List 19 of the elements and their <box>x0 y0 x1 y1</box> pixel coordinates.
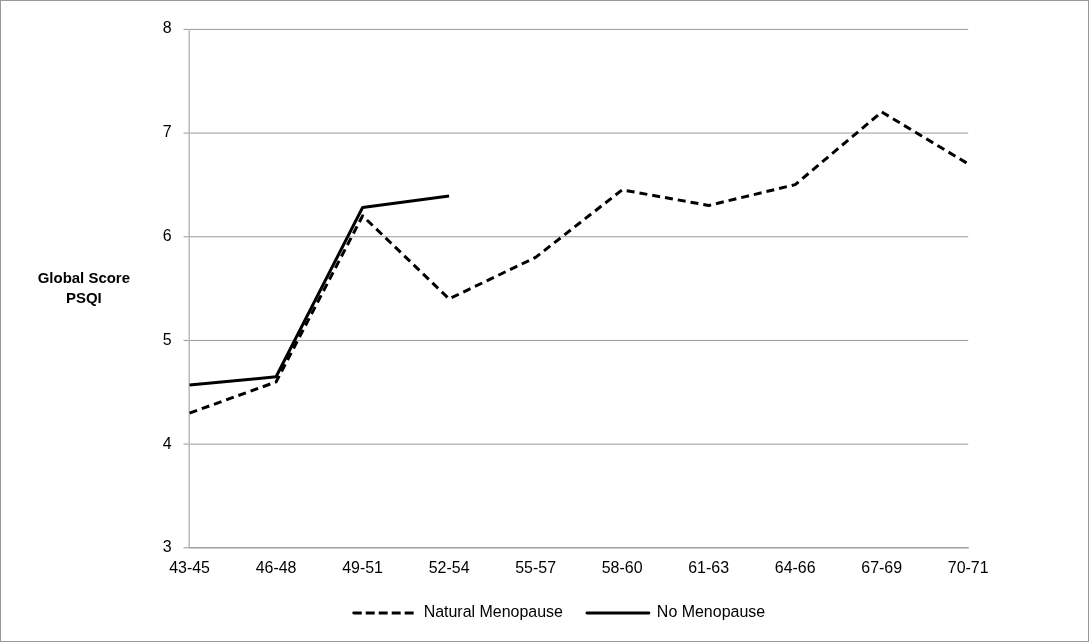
x-tick-label: 49-51 <box>342 559 384 577</box>
legend-label: Natural Menopause <box>423 603 564 621</box>
y-axis-title: Global Score PSQI <box>37 268 130 306</box>
y-tick-label: 3 <box>162 538 172 556</box>
y-tick-label: 7 <box>162 123 172 141</box>
x-tick-label: 70-71 <box>947 559 989 577</box>
x-tick-label: 55-57 <box>515 559 557 577</box>
x-tick-label: 61-63 <box>688 559 730 577</box>
x-tick-label: 52-54 <box>428 559 470 577</box>
y-tick-label: 6 <box>162 226 172 244</box>
y-tick-label: 8 <box>162 19 172 37</box>
x-tick-label: 67-69 <box>861 559 903 577</box>
y-tick-label: 4 <box>162 434 172 452</box>
legend-label: No Menopause <box>656 603 766 621</box>
x-tick-label: 58-60 <box>601 559 643 577</box>
x-tick-label: 46-48 <box>255 559 297 577</box>
x-tick-label: 64-66 <box>774 559 816 577</box>
x-tick-label: 43-45 <box>169 559 211 577</box>
y-tick-label: 5 <box>162 330 172 348</box>
